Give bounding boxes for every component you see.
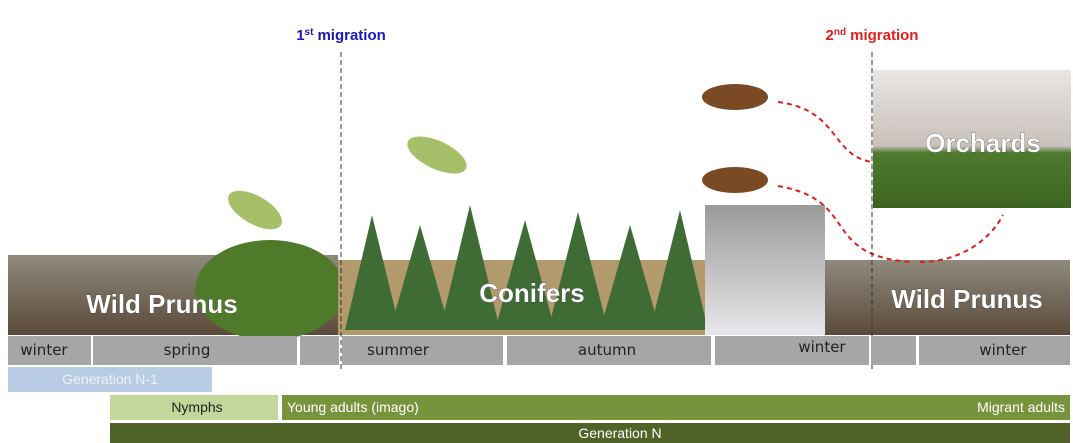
season-label: autumn [578, 341, 636, 359]
snowy-forest [705, 205, 825, 335]
generation-bar [110, 423, 1070, 443]
landscape [8, 70, 1071, 340]
generation-bar [8, 367, 212, 392]
stage-label: Young adults (imago) [287, 399, 419, 415]
stage-bar [282, 395, 1070, 420]
migration-arrows [777, 101, 1004, 263]
season-bar [8, 336, 1070, 365]
stage-label: Migrant adults [977, 399, 1065, 415]
ordinal-suffix: nd [834, 27, 846, 38]
green-bush [195, 240, 345, 340]
stage-bar [110, 395, 278, 420]
stage-label: Nymphs [171, 399, 222, 415]
ordinal-suffix: st [305, 27, 315, 38]
season-label: winter [20, 341, 68, 359]
migration-title: 1st migration [296, 27, 386, 44]
stage-label: Generation N [578, 425, 661, 441]
migration-title: 2nd migration [826, 27, 919, 44]
habitat-label: Orchards [925, 128, 1041, 158]
habitat-label: Conifers [479, 278, 584, 308]
bushes-right [825, 260, 1070, 335]
stage-label: Generation N-1 [62, 371, 158, 387]
migration-label: migration [850, 27, 918, 44]
habitat-label: Wild Prunus [86, 289, 237, 319]
season-label: winter [979, 341, 1027, 359]
migration-label: migration [317, 27, 385, 44]
season-label: spring [164, 341, 211, 359]
insects [228, 84, 768, 230]
orchard-photo [873, 70, 1071, 208]
ordinal: 1 [296, 27, 304, 44]
ordinal: 2 [826, 27, 834, 44]
habitat-label: Wild Prunus [891, 284, 1042, 314]
conifers [345, 205, 708, 330]
season-label: winter [798, 338, 846, 356]
season-label: summer [367, 341, 430, 359]
